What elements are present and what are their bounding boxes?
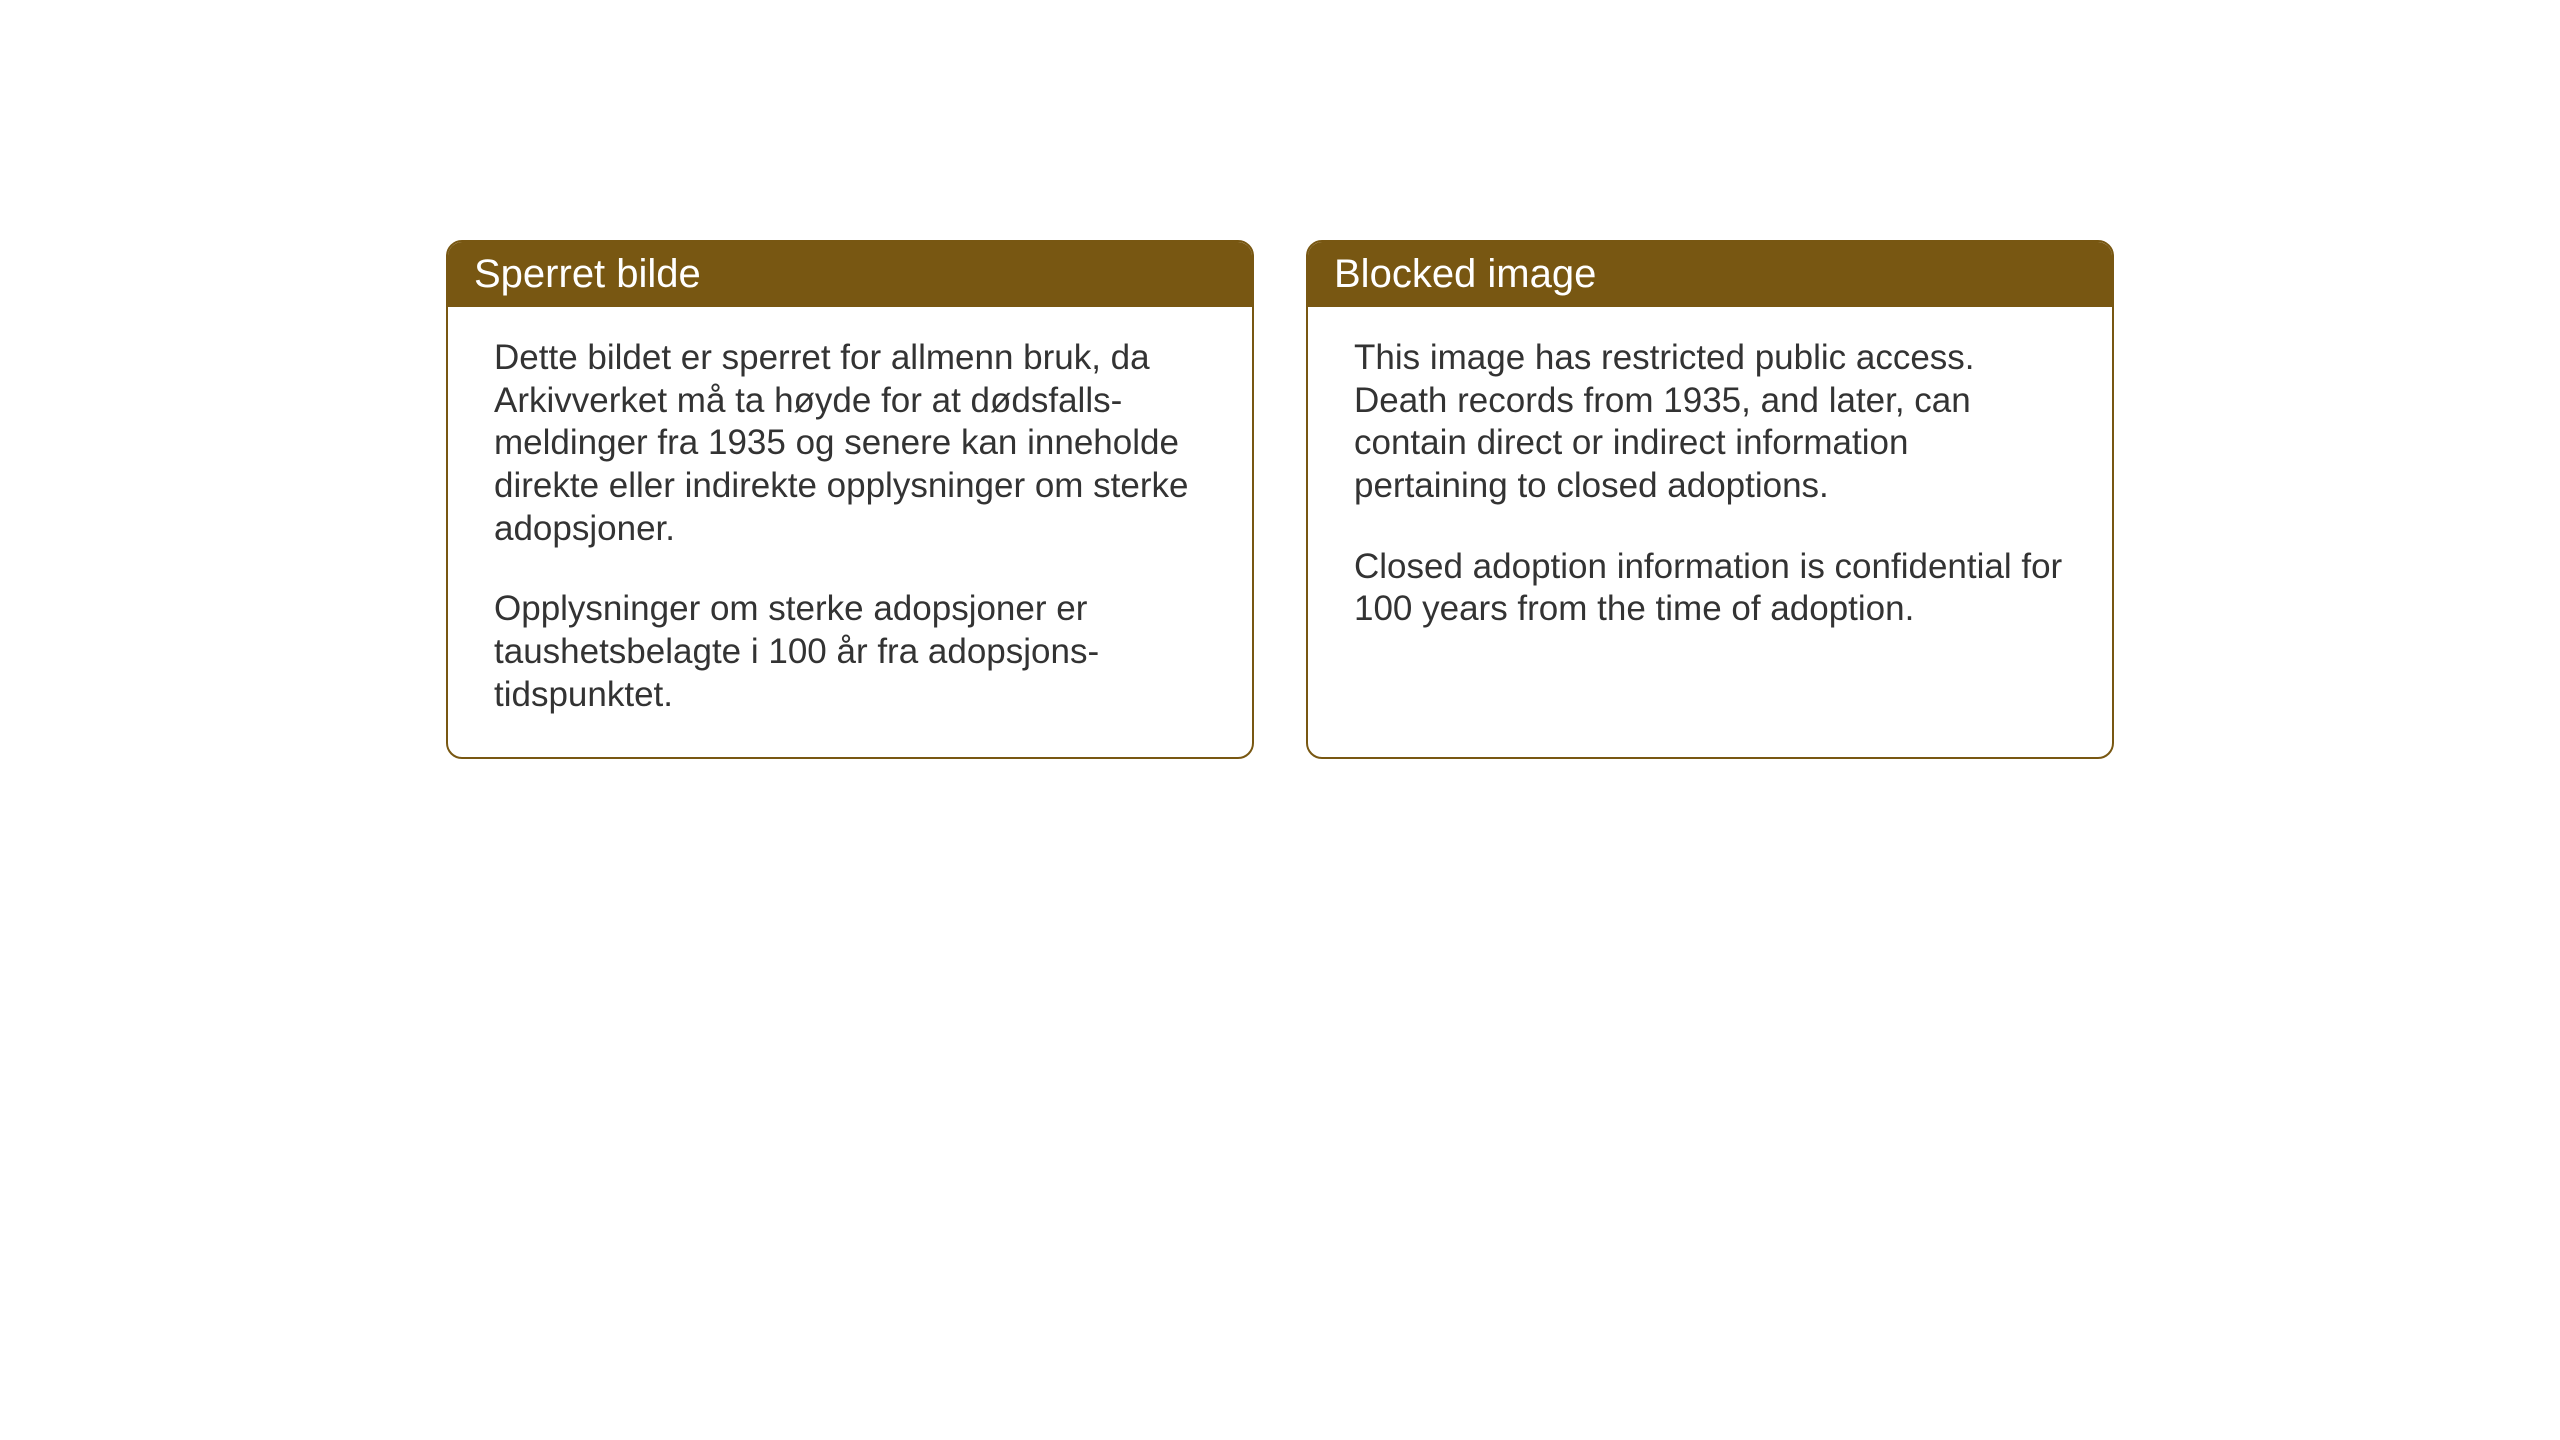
- card-title-norwegian: Sperret bilde: [474, 252, 701, 296]
- card-header-norwegian: Sperret bilde: [448, 242, 1252, 307]
- notice-paragraph-2-en: Closed adoption information is confident…: [1354, 546, 2066, 631]
- card-header-english: Blocked image: [1308, 242, 2112, 307]
- notice-card-norwegian: Sperret bilde Dette bildet er sperret fo…: [446, 240, 1254, 759]
- notice-container: Sperret bilde Dette bildet er sperret fo…: [0, 0, 2560, 759]
- card-title-english: Blocked image: [1334, 252, 1596, 296]
- notice-paragraph-1-no: Dette bildet er sperret for allmenn bruk…: [494, 337, 1206, 550]
- notice-paragraph-1-en: This image has restricted public access.…: [1354, 337, 2066, 508]
- notice-paragraph-2-no: Opplysninger om sterke adopsjoner er tau…: [494, 588, 1206, 716]
- card-body-english: This image has restricted public access.…: [1308, 307, 2112, 711]
- card-body-norwegian: Dette bildet er sperret for allmenn bruk…: [448, 307, 1252, 757]
- notice-card-english: Blocked image This image has restricted …: [1306, 240, 2114, 759]
